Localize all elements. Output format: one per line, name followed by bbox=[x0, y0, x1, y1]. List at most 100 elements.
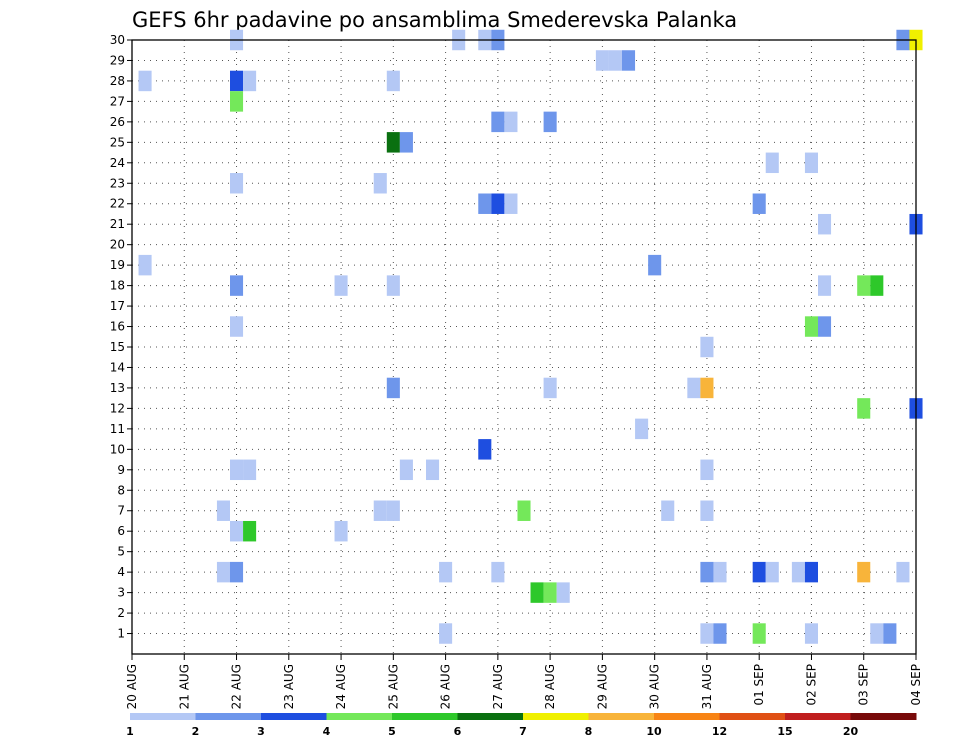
colorbar-label: 5 bbox=[388, 725, 396, 738]
heatmap-cell bbox=[635, 418, 649, 440]
colorbar-segment bbox=[457, 713, 524, 720]
x-tick-label: 02 SEP bbox=[804, 664, 818, 706]
heatmap-cell bbox=[700, 561, 714, 583]
heatmap-cell bbox=[138, 70, 152, 92]
heatmap-cell bbox=[700, 623, 714, 644]
heatmap-cell bbox=[543, 582, 557, 603]
x-tick-label: 03 SEP bbox=[857, 664, 871, 706]
y-tick-label: 9 bbox=[117, 463, 125, 477]
heatmap-cell bbox=[230, 561, 244, 583]
heatmap-cell bbox=[543, 111, 557, 133]
heatmap-cell bbox=[804, 316, 818, 337]
y-tick-label: 19 bbox=[110, 258, 125, 272]
heatmap-cell bbox=[491, 561, 505, 583]
heatmap-cell bbox=[870, 623, 884, 644]
heatmap-cell bbox=[896, 561, 910, 583]
colorbar-segment bbox=[523, 713, 589, 720]
x-tick-label: 22 AUG bbox=[230, 664, 244, 709]
x-tick-label: 25 AUG bbox=[386, 664, 400, 709]
colorbar-label: 12 bbox=[712, 725, 727, 738]
colorbar-label: 6 bbox=[454, 725, 462, 738]
heatmap-cell bbox=[804, 623, 818, 644]
heatmap-cell bbox=[752, 623, 766, 644]
heatmap-cell bbox=[713, 561, 727, 583]
heatmap-cell bbox=[883, 623, 897, 644]
heatmap-cell bbox=[373, 173, 387, 194]
colorbar-label: 10 bbox=[646, 725, 662, 738]
colorbar-segment bbox=[719, 713, 786, 720]
heatmap-cell bbox=[138, 254, 152, 276]
y-tick-label: 23 bbox=[110, 176, 125, 190]
heatmap-cell bbox=[230, 520, 244, 542]
y-tick-label: 2 bbox=[117, 606, 125, 620]
y-tick-label: 1 bbox=[117, 627, 125, 641]
y-axis: 1234567891011121314151617181920212223242… bbox=[110, 33, 132, 641]
x-tick-label: 30 AUG bbox=[648, 664, 662, 709]
y-tick-label: 12 bbox=[110, 401, 125, 415]
y-tick-label: 17 bbox=[110, 299, 125, 313]
y-tick-label: 18 bbox=[110, 279, 125, 293]
heatmap-cell bbox=[700, 459, 714, 481]
y-tick-label: 7 bbox=[117, 504, 125, 518]
colorbar-label: 7 bbox=[519, 725, 527, 738]
heatmap-cell bbox=[478, 439, 492, 460]
colorbar-label: 8 bbox=[585, 725, 593, 738]
heatmap-cell bbox=[752, 561, 766, 583]
x-tick-label: 29 AUG bbox=[595, 664, 609, 709]
y-tick-label: 3 bbox=[117, 586, 125, 600]
heatmap-cell bbox=[556, 582, 570, 603]
y-tick-label: 27 bbox=[110, 94, 125, 108]
heatmap-cell bbox=[752, 193, 766, 214]
heatmap-cell bbox=[230, 173, 244, 194]
heatmap-cell bbox=[230, 91, 244, 112]
colorbar-segment bbox=[130, 713, 196, 720]
heatmap-cell bbox=[804, 152, 818, 174]
heatmap-cell bbox=[700, 500, 714, 521]
colorbar-segment bbox=[195, 713, 262, 720]
heatmap-cell bbox=[857, 275, 871, 296]
heatmap-cell bbox=[818, 316, 832, 337]
heatmap-cell bbox=[426, 459, 440, 481]
heatmap-cell bbox=[230, 459, 244, 481]
heatmap-cell bbox=[713, 623, 727, 644]
y-tick-label: 30 bbox=[110, 33, 125, 47]
y-tick-label: 13 bbox=[110, 381, 125, 395]
colorbar-segment bbox=[392, 713, 458, 720]
colorbar-segment bbox=[588, 713, 655, 720]
y-tick-label: 15 bbox=[110, 340, 125, 354]
y-tick-label: 29 bbox=[110, 53, 125, 67]
y-tick-label: 22 bbox=[110, 197, 125, 211]
heatmap-cell bbox=[243, 459, 257, 481]
grid-layer bbox=[132, 40, 916, 654]
y-tick-label: 26 bbox=[110, 115, 125, 129]
colorbar-segment bbox=[785, 713, 851, 720]
heatmap-cell bbox=[386, 132, 400, 153]
colorbar-label: 20 bbox=[843, 725, 859, 738]
y-tick-label: 28 bbox=[110, 74, 125, 88]
x-tick-label: 26 AUG bbox=[439, 664, 453, 709]
heatmap-cell bbox=[504, 193, 518, 214]
heatmap-cell bbox=[687, 377, 701, 399]
heatmap-cell bbox=[504, 111, 518, 133]
y-tick-label: 5 bbox=[117, 545, 125, 559]
colorbar-segment bbox=[654, 713, 720, 720]
y-tick-label: 25 bbox=[110, 135, 125, 149]
heatmap-cell bbox=[386, 500, 400, 521]
chart-title: GEFS 6hr padavine po ansamblima Smederev… bbox=[132, 8, 737, 32]
heatmap-cell bbox=[595, 50, 609, 71]
heatmap-cell bbox=[399, 459, 413, 481]
heatmap-cell bbox=[700, 377, 714, 399]
y-tick-label: 16 bbox=[110, 320, 125, 334]
x-tick-label: 24 AUG bbox=[334, 664, 348, 709]
y-tick-label: 20 bbox=[110, 238, 125, 252]
heatmap-cell bbox=[530, 582, 544, 603]
colorbar-label: 4 bbox=[323, 725, 331, 738]
x-tick-label: 01 SEP bbox=[752, 664, 766, 706]
colorbar-segment bbox=[326, 713, 393, 720]
heatmap-cell bbox=[818, 275, 832, 296]
heatmap-cell bbox=[230, 275, 244, 296]
heatmap-cell bbox=[661, 500, 675, 521]
colorbar-label: 2 bbox=[192, 725, 200, 738]
heatmap-cell bbox=[334, 275, 348, 296]
heatmap-cell bbox=[870, 275, 884, 296]
